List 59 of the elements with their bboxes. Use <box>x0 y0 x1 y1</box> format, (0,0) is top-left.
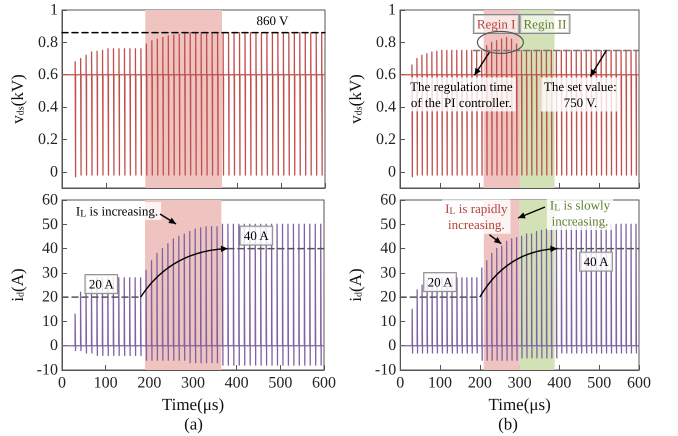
y-tick-label: -10 <box>374 362 396 378</box>
y-tick-label: 0.8 <box>376 34 396 51</box>
y-tick-label: 20 <box>380 288 396 306</box>
y-axis-title: id(A) <box>8 268 27 302</box>
y-tick-label: 50 <box>380 216 396 233</box>
y-tick-label: 60 <box>380 192 396 208</box>
x-tick-label: 100 <box>94 374 118 392</box>
annotation: The set value: 750 V. <box>544 78 617 110</box>
y-tick-label: 1 <box>388 2 396 18</box>
text: (b) <box>498 414 518 434</box>
x-tick-label: 400 <box>224 374 249 392</box>
y-tick-label: 10 <box>380 312 396 330</box>
band-label: Regin II <box>524 16 566 32</box>
x-tick-label: 300 <box>181 374 205 392</box>
x-tick-label: 200 <box>137 374 162 392</box>
annotation: 20 A <box>88 276 114 292</box>
x-tick-label: 300 <box>508 374 532 392</box>
y-tick-label: 40 <box>380 240 396 258</box>
band-label: Regin I <box>476 16 516 32</box>
y-tick-label: 0.4 <box>38 98 58 116</box>
text: (a) <box>184 414 203 434</box>
y-tick-label: 0.8 <box>38 34 58 51</box>
y-tick-label: 0.2 <box>376 130 396 148</box>
y-tick-label: 0 <box>50 163 58 180</box>
annotation: 40 A <box>584 254 610 270</box>
x-tick-label: 600 <box>627 374 651 392</box>
annotation: 20 A <box>428 274 454 290</box>
y-tick-label: 10 <box>42 312 58 330</box>
y-tick-label: 1 <box>50 2 58 18</box>
x-axis-title: Time(μs) <box>488 395 551 414</box>
x-tick-label: 500 <box>268 374 292 392</box>
y-tick-label: -10 <box>36 362 58 378</box>
y-tick-label: 60 <box>42 192 58 208</box>
x-tick-label: 600 <box>312 374 336 392</box>
y-tick-label: 0.2 <box>38 130 58 148</box>
x-tick-label: 500 <box>587 374 612 392</box>
y-tick-label: 30 <box>380 264 396 282</box>
y-axis-title: vds(kV) <box>346 74 365 124</box>
y-tick-label: 0 <box>388 337 396 354</box>
x-tick-label: 400 <box>547 374 572 392</box>
line-series <box>61 32 326 178</box>
y-tick-label: 0 <box>388 163 396 180</box>
y-tick-label: 40 <box>42 240 58 258</box>
y-tick-label: 30 <box>42 264 58 282</box>
x-axis-title: Time(μs) <box>162 395 224 414</box>
annotation: The regulation time of the PI controller. <box>410 78 513 110</box>
y-tick-label: 0.4 <box>376 98 396 116</box>
y-tick-label: 0 <box>50 337 58 354</box>
annotation: 40 A <box>244 228 270 244</box>
line-series <box>61 224 325 366</box>
x-tick-label: 100 <box>428 374 452 392</box>
y-tick-label: 20 <box>42 288 58 306</box>
y-axis-title: vds(kV) <box>8 74 27 124</box>
x-tick-label: 200 <box>468 374 492 392</box>
y-tick-label: 50 <box>42 216 58 233</box>
y-tick-label: 0.6 <box>38 66 58 84</box>
y-tick-label: 0.6 <box>376 66 396 84</box>
annotation: 860 V <box>256 13 289 28</box>
y-axis-title: id(A) <box>346 268 365 302</box>
